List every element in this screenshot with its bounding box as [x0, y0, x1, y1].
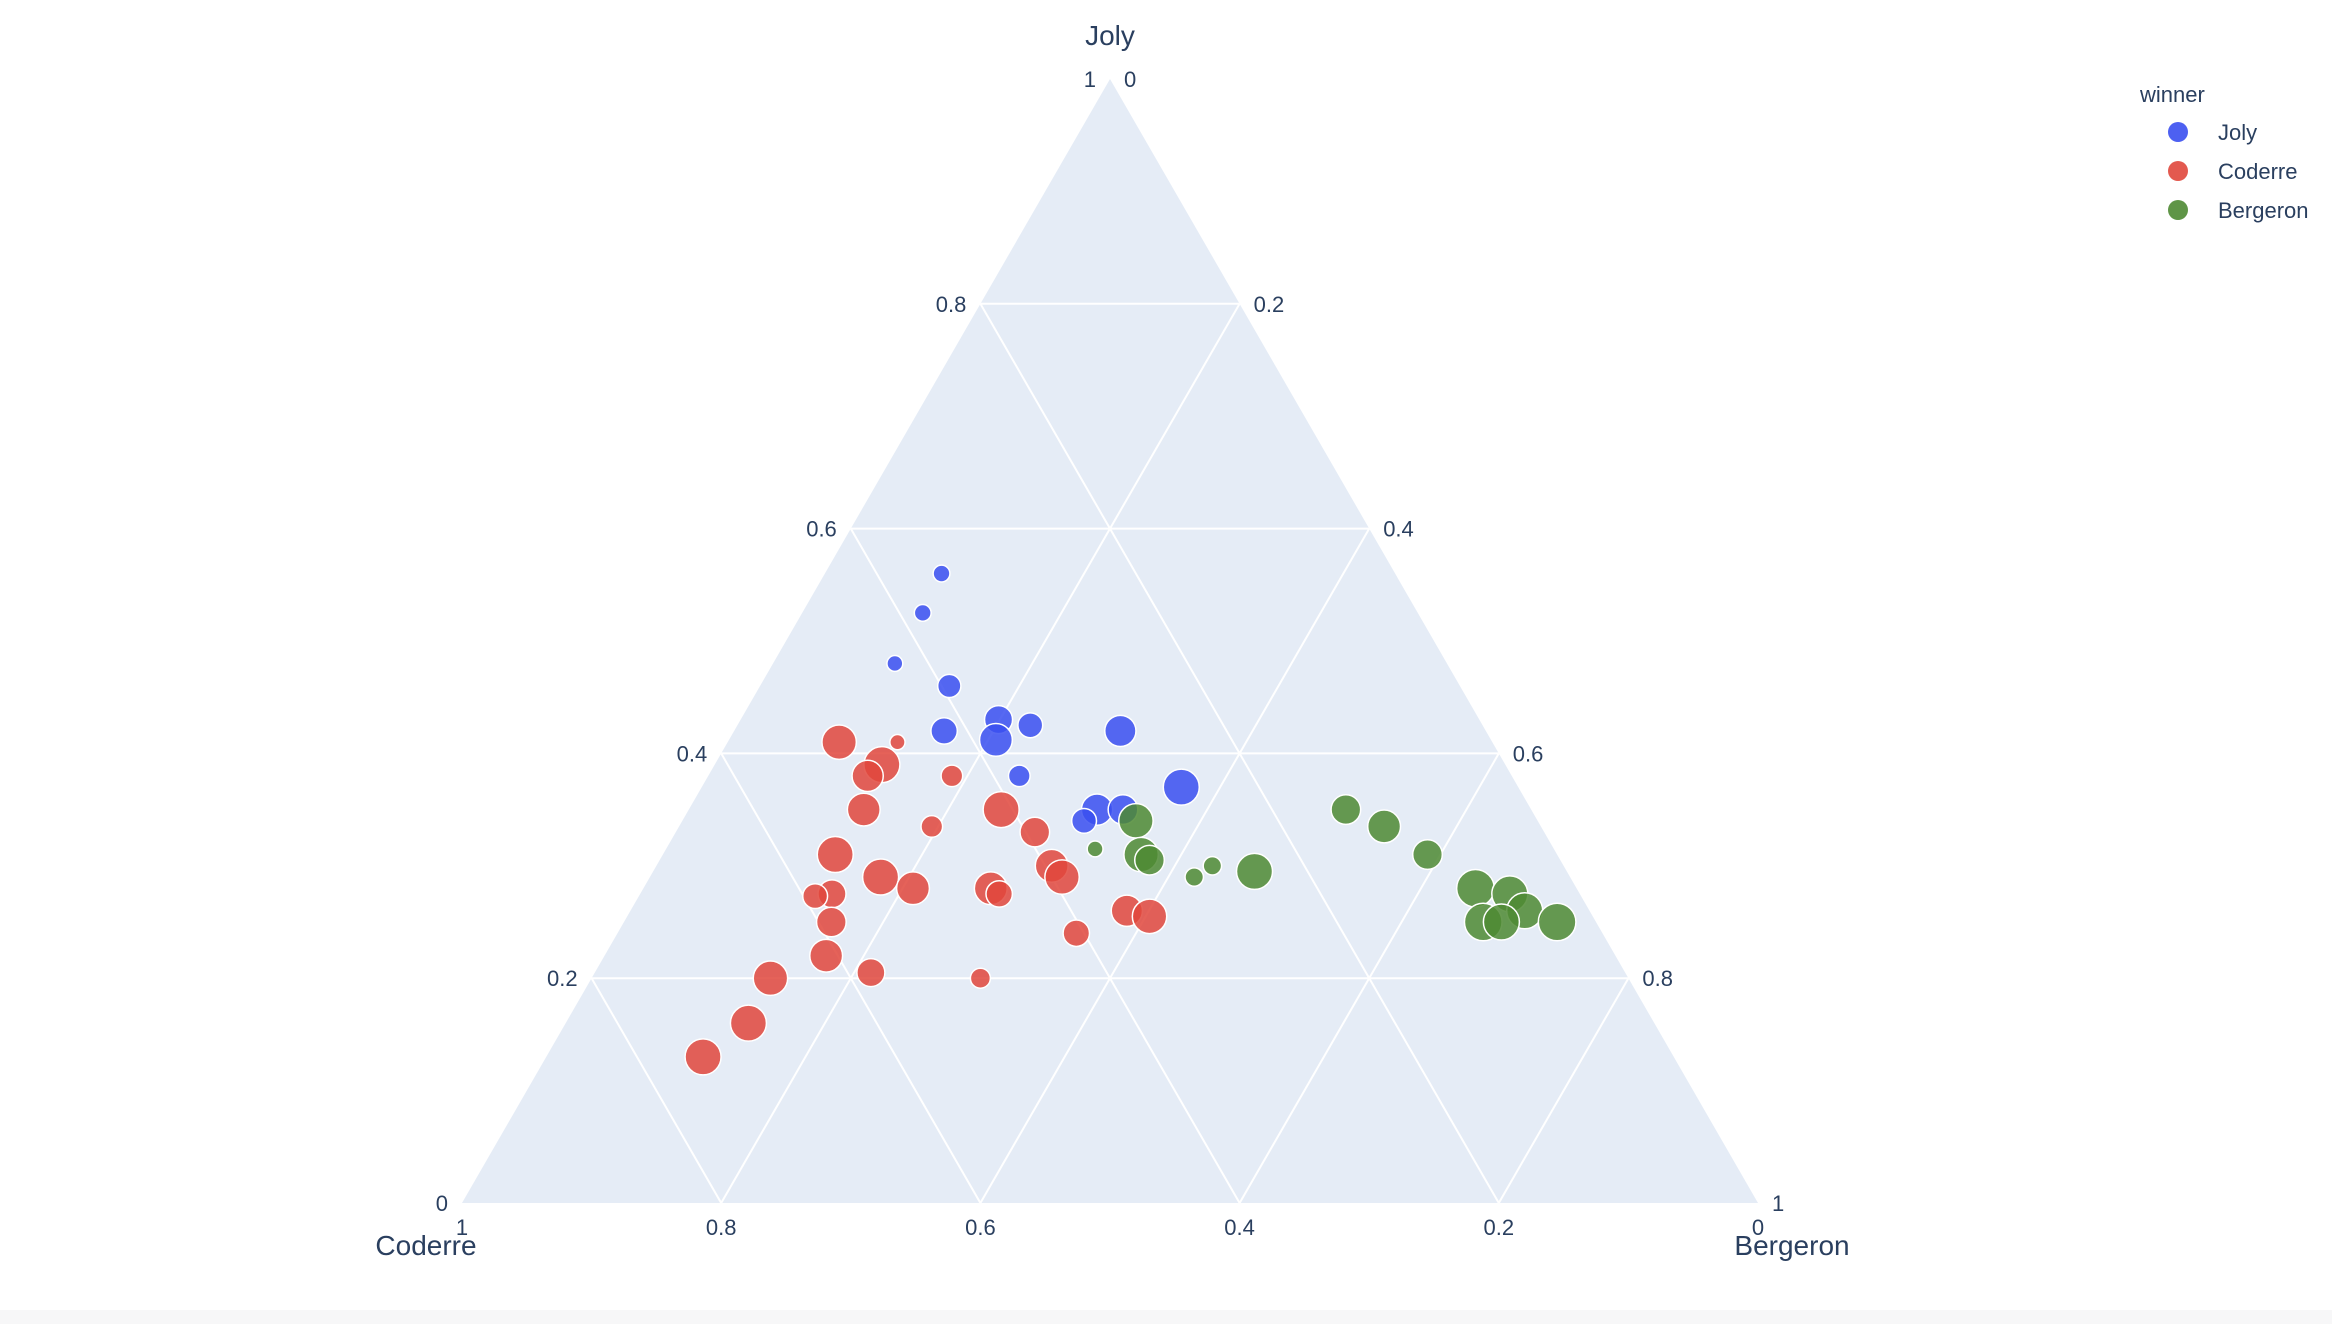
data-point-bergeron: [1133, 844, 1166, 876]
tick-label-coderre: 0.2: [1484, 1215, 1515, 1240]
data-point-coderre: [809, 938, 844, 973]
tick-label-bergeron: 0.8: [1642, 966, 1673, 991]
data-point-bergeron: [1330, 794, 1362, 826]
tick-label-coderre: 0.6: [965, 1215, 996, 1240]
axis-title-joly: Joly: [1085, 20, 1135, 51]
grid-line-bergeron: [979, 528, 1371, 1204]
data-point-coderre: [816, 835, 854, 874]
data-point-joly: [1017, 712, 1044, 739]
data-point-joly: [932, 564, 951, 583]
legend-label-bergeron: Bergeron: [2218, 198, 2309, 223]
tick-label-joly: 0.8: [936, 292, 967, 317]
tick-label-coderre: 0.4: [1224, 1215, 1255, 1240]
legend-label-coderre: Coderre: [2218, 159, 2297, 184]
data-point-bergeron: [1537, 902, 1577, 942]
data-point-coderre: [889, 733, 906, 751]
data-point-coderre: [802, 882, 829, 910]
data-point-bergeron: [1086, 840, 1104, 858]
data-point-coderre: [684, 1038, 722, 1076]
tick-label-joly: 0.4: [677, 741, 708, 766]
tick-label-joly: 0.6: [806, 517, 837, 542]
tick-label-bergeron: 0.4: [1383, 517, 1414, 542]
data-point-coderre: [752, 960, 789, 997]
grid-line-coderre: [720, 752, 982, 1204]
data-point-joly: [1007, 764, 1031, 788]
data-point-coderre: [815, 906, 847, 938]
data-point-coderre: [856, 957, 886, 988]
tick-label-joly: 0: [436, 1191, 448, 1216]
tick-label-joly: 1: [1084, 67, 1096, 92]
tick-label-bergeron: 0.6: [1513, 741, 1544, 766]
data-point-joly: [1104, 714, 1137, 748]
legend-marker-joly: [2168, 122, 2188, 142]
data-point-coderre: [895, 871, 931, 906]
data-point-coderre: [920, 814, 944, 839]
axis-title-bergeron: Bergeron: [1734, 1230, 1849, 1261]
data-point-bergeron: [1366, 809, 1402, 844]
legend-marker-bergeron: [2168, 200, 2188, 220]
grid-line-bergeron: [1497, 977, 1630, 1204]
data-point-bergeron: [1411, 839, 1444, 871]
data-point-coderre: [982, 790, 1020, 829]
data-point-joly: [913, 603, 932, 623]
data-point-coderre: [1062, 919, 1091, 948]
plot-area: [462, 79, 1758, 1203]
data-point-coderre: [821, 724, 858, 761]
axis-title-coderre: Coderre: [375, 1230, 476, 1261]
grid-line-coderre: [590, 977, 723, 1204]
bottom-strip: [0, 1310, 2332, 1324]
data-point-bergeron: [1235, 852, 1274, 891]
data-point-coderre: [729, 1004, 768, 1042]
data-point-coderre: [861, 858, 900, 896]
data-point-bergeron: [1202, 855, 1223, 876]
data-point-coderre: [969, 967, 992, 989]
data-point-joly: [886, 654, 904, 673]
tick-labels: 0 0 0 0.2 0.2 0.2 0.4 0.4 0.4 0.6 0.6 0.6 0.8 0.8 0.8 1…: [436, 67, 1785, 1240]
data-point-coderre: [1019, 816, 1051, 848]
grid-line-bergeron: [1238, 752, 1500, 1204]
tick-label-coderre: 0.8: [706, 1215, 737, 1240]
legend-marker-coderre: [2168, 161, 2188, 181]
tick-label-joly: 0.2: [547, 966, 578, 991]
tick-label-bergeron: 0: [1124, 67, 1136, 92]
tick-label-coderre: 0: [1752, 1215, 1764, 1240]
data-point-joly: [978, 722, 1014, 758]
legend-label-joly: Joly: [2218, 120, 2257, 145]
data-point-coderre: [940, 764, 964, 788]
legend-title: winner: [2139, 82, 2205, 107]
data-point-joly: [1162, 768, 1201, 806]
data-point-coderre: [1044, 859, 1080, 895]
data-point-joly: [930, 716, 959, 745]
data-point-joly: [1070, 807, 1098, 834]
data-point-coderre: [846, 792, 881, 827]
data-point-bergeron: [1184, 867, 1205, 887]
data-point-bergeron: [1117, 802, 1154, 839]
data-point-joly: [936, 673, 962, 699]
legend: winner Joly Coderre Bergeron: [2139, 82, 2309, 223]
data-point-bergeron: [1482, 903, 1521, 941]
data-point-coderre: [1131, 898, 1168, 935]
tick-label-bergeron: 1: [1772, 1191, 1784, 1216]
data-points: [684, 564, 1577, 1076]
data-point-bergeron: [1455, 868, 1496, 908]
tick-label-bergeron: 0.2: [1254, 292, 1285, 317]
tick-label-coderre: 1: [456, 1215, 468, 1240]
data-point-coderre: [851, 759, 884, 793]
data-point-coderre: [985, 879, 1014, 908]
